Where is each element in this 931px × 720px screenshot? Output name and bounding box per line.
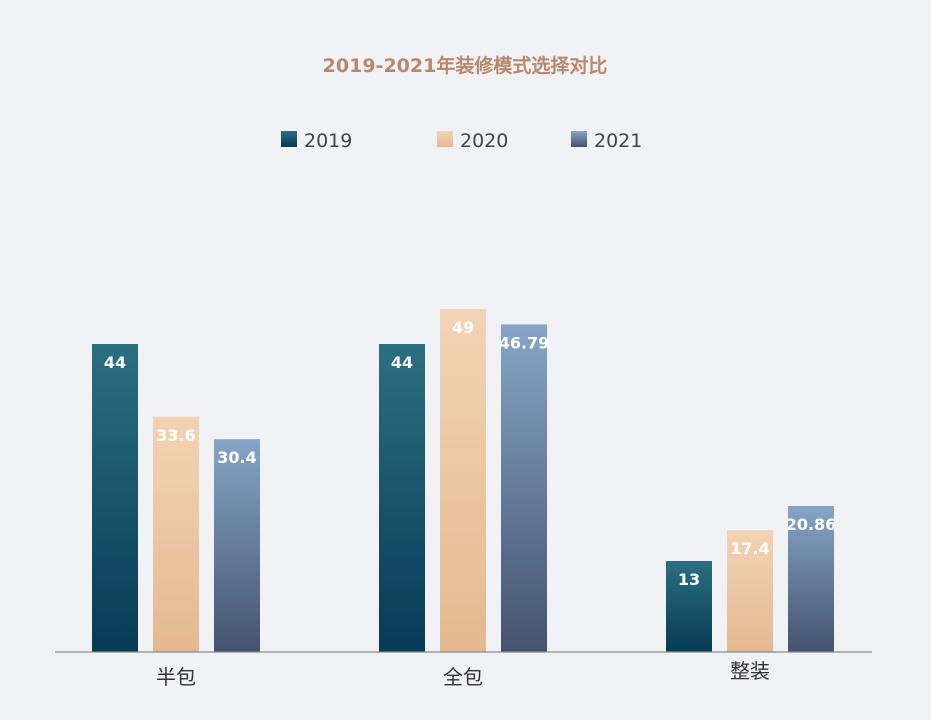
bar-2020-全包 [440, 309, 486, 652]
bar-2019-整装 [666, 561, 712, 652]
bar-2020-整装 [727, 530, 773, 652]
category-labels: 半包 全包 整装 [156, 659, 770, 689]
legend-label-2020: 2020 [460, 130, 508, 152]
bars: 44 44 13 33.6 49 17.4 30.4 46.79 20.86 [92, 309, 836, 652]
data-label: 44 [391, 353, 413, 372]
bar-2020-半包 [153, 416, 199, 652]
data-label: 46.79 [499, 333, 550, 352]
data-label: 44 [104, 353, 126, 372]
bar-2021-半包 [214, 439, 260, 652]
data-label: 49 [452, 318, 474, 337]
legend-swatch-2019 [281, 131, 297, 147]
data-label: 33.6 [156, 426, 195, 445]
chart-title: 2019-2021年装修模式选择对比 [323, 54, 608, 77]
bar-2021-全包 [501, 324, 547, 652]
data-label: 30.4 [217, 448, 256, 467]
bar-2021-整装 [788, 505, 834, 652]
legend-swatch-2020 [437, 131, 453, 147]
x-tick-label: 整装 [730, 659, 770, 683]
bar-2019-半包 [92, 344, 138, 652]
legend: 2019 2020 2021 [281, 130, 642, 152]
legend-label-2021: 2021 [594, 130, 642, 152]
x-tick-label: 半包 [156, 665, 196, 689]
legend-label-2019: 2019 [304, 130, 352, 152]
x-tick-label: 全包 [443, 665, 483, 689]
legend-swatch-2021 [571, 131, 587, 147]
data-label: 20.86 [786, 515, 837, 534]
data-label: 17.4 [730, 539, 769, 558]
bar-2019-全包 [379, 344, 425, 652]
data-label: 13 [678, 570, 700, 589]
